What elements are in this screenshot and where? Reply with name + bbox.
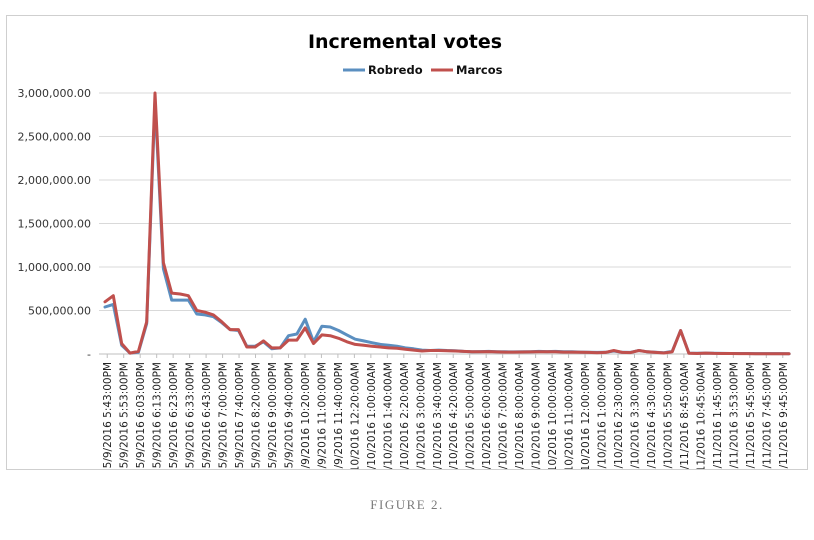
x-tick-label: 5/10/2016 3:40:00AM — [432, 362, 444, 469]
x-tick-label: 5/10/2016 12:00:00PM — [580, 362, 592, 469]
series-line-marcos — [103, 91, 791, 356]
series-line-robredo — [103, 100, 791, 356]
x-tick-label: 5/11/2016 3:53:00PM — [728, 362, 740, 469]
x-tick-label: 5/9/2016 10:20:00PM — [300, 362, 312, 469]
x-axis: 5/9/2016 5:43:00PM 5/9/2016 5:53:00PM 5/9/… — [99, 353, 791, 469]
x-tick-label: 5/9/2016 6:23:00PM — [168, 362, 180, 468]
x-tick-label: 5/10/2016 1:00:00PM — [597, 362, 609, 469]
chart-title: Incremental votes — [308, 31, 502, 53]
x-tick-label: 5/11/2016 1:45:00PM — [712, 362, 724, 469]
legend-label-robredo: Robredo — [368, 63, 423, 77]
y-tick-label: 2,500,000.00 — [18, 131, 91, 144]
x-tick-label: 5/10/2016 2:20:00AM — [399, 362, 411, 469]
x-tick-label: 5/10/2016 3:30:00PM — [629, 362, 641, 469]
figure-caption: FIGURE 2. — [370, 497, 444, 512]
x-tick-label: 5/10/2016 2:30:00PM — [613, 362, 625, 469]
x-tick-label: 5/10/2016 6:00:00AM — [481, 362, 493, 469]
x-tick-label: 5/9/2016 11:40:00PM — [333, 362, 345, 469]
x-tick-label: 5/10/2016 4:20:00AM — [448, 362, 460, 469]
x-tick-label: 5/9/2016 5:43:00PM — [102, 362, 114, 468]
x-tick-label: 5/9/2016 6:33:00PM — [185, 362, 197, 468]
x-tick-label: 5/10/2016 5:50:00PM — [662, 362, 674, 469]
y-tick-label: 1,000,000.00 — [18, 261, 91, 274]
x-tick-label: 5/9/2016 9:00:00PM — [267, 362, 279, 468]
x-tick-label: 5/9/2016 8:20:00PM — [251, 362, 263, 468]
x-tick-label: 5/10/2016 11:00:00AM — [564, 362, 576, 469]
line-chart: Incremental votes Robredo Marcos - 500,000… — [18, 31, 791, 469]
y-tick-label: - — [87, 348, 91, 361]
chart-gridlines — [99, 92, 791, 311]
x-tick-label: 5/10/2016 9:00:00AM — [531, 362, 543, 469]
y-axis: - 500,000.00 1,000,000.00 1,500,000.00 2,000… — [18, 87, 92, 361]
x-tick-label: 5/9/2016 7:40:00PM — [234, 362, 246, 468]
y-tick-label: 500,000.00 — [28, 305, 91, 318]
x-tick-label: 5/10/2016 8:00:00AM — [514, 362, 526, 469]
x-tick-label: 5/10/2016 4:30:00PM — [646, 362, 658, 469]
x-tick-label: 5/11/2016 9:45:00PM — [778, 362, 790, 469]
x-tick-label: 5/11/2016 8:45:00AM — [679, 362, 691, 469]
x-tick-label: 5/10/2016 7:00:00AM — [498, 362, 510, 469]
x-tick-label: 5/9/2016 11:00:00PM — [316, 362, 328, 469]
x-tick-label: 5/10/2016 3:00:00AM — [415, 362, 427, 469]
x-tick-label: 5/9/2016 6:03:00PM — [135, 362, 147, 468]
x-tick-label: 5/10/2016 10:00:00AM — [547, 362, 559, 469]
x-tick-label: 5/10/2016 1:00:00AM — [366, 362, 378, 469]
x-tick-label: 5/11/2016 7:45:00PM — [761, 362, 773, 469]
x-tick-label: 5/10/2016 12:20:00AM — [349, 362, 361, 469]
y-tick-label: 2,000,000.00 — [18, 174, 91, 187]
x-tick-label: 5/11/2016 10:45:00AM — [695, 362, 707, 469]
x-tick-label: 5/9/2016 7:00:00PM — [218, 362, 230, 468]
x-tick-label: 5/11/2016 5:45:00PM — [745, 362, 757, 469]
legend-label-marcos: Marcos — [456, 63, 503, 77]
y-tick-label: 3,000,000.00 — [18, 87, 91, 100]
chart-legend: Robredo Marcos — [343, 63, 503, 77]
chart-frame: Incremental votes Robredo Marcos - 500,000… — [6, 15, 808, 470]
x-tick-label: 5/9/2016 6:13:00PM — [152, 362, 164, 468]
x-tick-label: 5/10/2016 1:40:00AM — [382, 362, 394, 469]
x-tick-label: 5/9/2016 6:43:00PM — [201, 362, 213, 468]
x-tick-label: 5/9/2016 5:53:00PM — [119, 362, 131, 468]
y-tick-label: 1,500,000.00 — [18, 218, 91, 231]
chart-series — [103, 91, 791, 356]
x-tick-label: 5/9/2016 9:40:00PM — [283, 362, 295, 468]
x-tick-label: 5/10/2016 5:00:00AM — [465, 362, 477, 469]
